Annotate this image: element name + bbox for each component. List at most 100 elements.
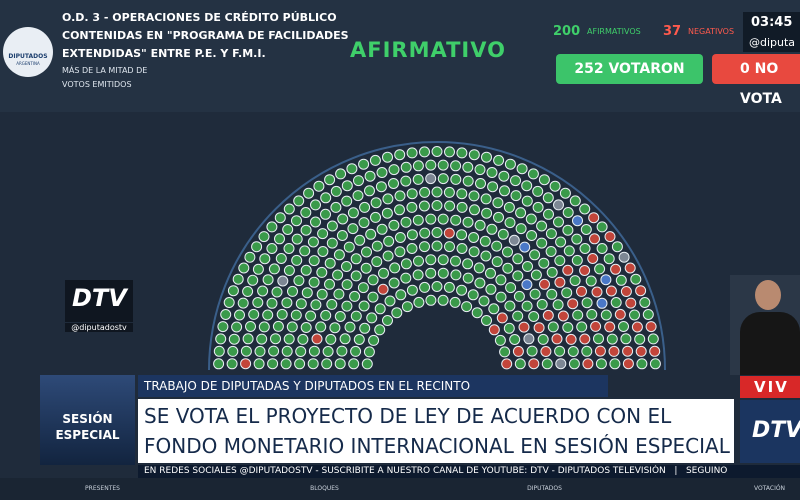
seat xyxy=(450,160,462,172)
seat xyxy=(275,253,287,264)
seat xyxy=(317,228,329,240)
seat xyxy=(522,261,533,272)
seat xyxy=(647,333,659,345)
affirmative-count: 200 xyxy=(553,24,581,39)
seat xyxy=(549,180,561,192)
seat xyxy=(456,284,468,296)
seat xyxy=(283,265,295,276)
seat xyxy=(301,287,313,299)
seat xyxy=(567,346,579,357)
seat xyxy=(587,253,599,264)
seat xyxy=(305,310,317,322)
seat xyxy=(437,213,449,225)
seat xyxy=(582,358,594,370)
seat xyxy=(546,288,558,300)
seat xyxy=(526,345,538,357)
seat xyxy=(542,309,554,321)
channel-logo-box xyxy=(65,280,133,322)
seat xyxy=(358,217,370,229)
seat xyxy=(487,181,499,193)
seat xyxy=(591,286,603,298)
seat xyxy=(503,201,515,213)
seat xyxy=(532,201,544,213)
seat xyxy=(486,167,498,178)
seat xyxy=(341,300,353,312)
seat xyxy=(354,234,366,246)
seat xyxy=(316,266,328,278)
nav-item[interactable]: BLOQUES xyxy=(310,485,339,492)
seat xyxy=(412,269,424,281)
seat xyxy=(462,175,474,187)
seat xyxy=(572,215,583,227)
seat xyxy=(226,358,238,370)
seat xyxy=(291,215,302,227)
seat xyxy=(400,272,412,284)
seat xyxy=(481,315,492,326)
seat xyxy=(266,297,278,309)
seat xyxy=(388,219,400,231)
seat xyxy=(425,267,437,279)
seat xyxy=(217,321,229,333)
nav-item[interactable]: VOTACIÓN xyxy=(753,485,786,492)
seat xyxy=(576,321,588,333)
seat xyxy=(444,200,456,212)
seat xyxy=(368,334,380,346)
seat xyxy=(419,227,431,239)
seat xyxy=(512,310,524,322)
seat xyxy=(493,211,504,223)
seat xyxy=(272,320,284,332)
nav-item[interactable]: DIPUTADOS xyxy=(527,485,562,492)
seat xyxy=(360,262,372,274)
logo-text: DIPUTADOS xyxy=(8,53,48,60)
seat xyxy=(462,272,474,284)
seat xyxy=(341,261,352,272)
seat xyxy=(537,333,549,345)
seat xyxy=(608,345,620,357)
seat xyxy=(359,201,371,213)
seat xyxy=(300,264,312,276)
affirmative-label: AFIRMATIVOS xyxy=(587,27,641,36)
seat xyxy=(610,263,622,275)
seat xyxy=(562,207,574,218)
seat xyxy=(266,243,278,254)
seat xyxy=(469,204,480,216)
seat xyxy=(394,190,406,202)
seat xyxy=(526,230,538,241)
seat xyxy=(554,255,566,267)
seat xyxy=(267,358,279,370)
title-line: CONTENIDAS EN "PROGRAMA DE FACILIDADES xyxy=(62,29,349,42)
seat xyxy=(344,321,356,333)
seat xyxy=(276,308,288,320)
seat xyxy=(634,333,646,345)
negative-label: NEGATIVOS xyxy=(688,27,735,36)
seat xyxy=(543,208,554,220)
seat xyxy=(629,309,640,321)
seat xyxy=(521,180,533,192)
seat xyxy=(538,257,550,269)
seat xyxy=(358,158,370,170)
seat xyxy=(532,185,544,197)
seat xyxy=(631,321,643,333)
seat xyxy=(468,149,480,161)
seat xyxy=(425,254,437,266)
result: AFIRMATIVO xyxy=(350,38,506,62)
seat xyxy=(552,299,564,311)
seat xyxy=(378,267,389,279)
seat xyxy=(311,333,323,345)
seat xyxy=(431,186,443,198)
seat xyxy=(213,358,225,370)
session-line: SESIÓN xyxy=(62,412,113,426)
seat xyxy=(353,334,365,345)
handle: @diputa xyxy=(749,36,796,49)
seat xyxy=(431,200,443,211)
seat xyxy=(497,228,509,240)
nav-item[interactable]: PRESENTES xyxy=(85,485,120,492)
seat xyxy=(620,286,632,297)
seat xyxy=(400,175,412,187)
seat xyxy=(326,298,338,310)
seat xyxy=(473,262,485,274)
seat xyxy=(308,276,320,288)
not-voted: 0 NO VOTA xyxy=(712,54,800,107)
seat xyxy=(352,190,364,202)
seat xyxy=(636,358,648,370)
